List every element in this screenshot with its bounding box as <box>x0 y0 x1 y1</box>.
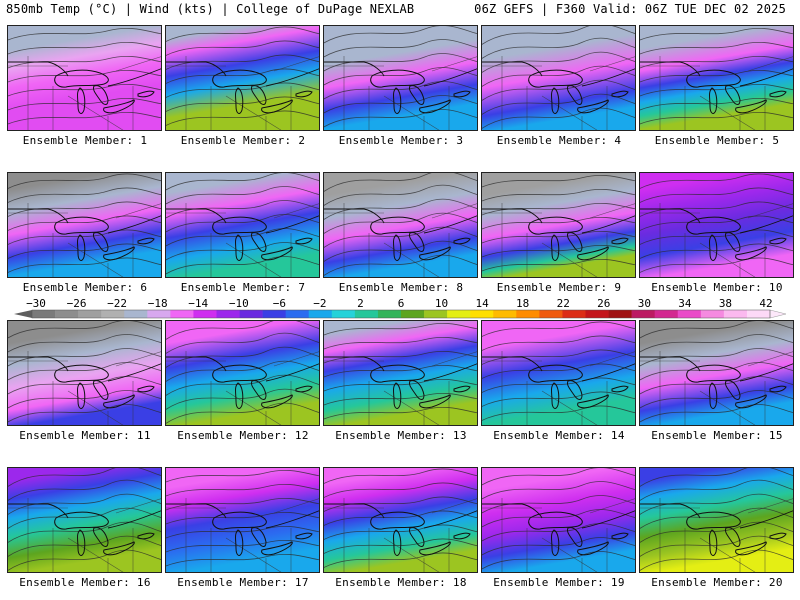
ensemble-panel-map <box>165 172 320 278</box>
colorbar-swatch <box>424 310 448 318</box>
colorbar-swatch <box>216 310 240 318</box>
colorbar-tick-label: 26 <box>597 297 610 310</box>
colorbar-swatch <box>124 310 148 318</box>
ensemble-member-label: Ensemble Member: 9 <box>496 281 622 294</box>
colorbar-swatch <box>746 310 771 318</box>
colorbar-swatch <box>654 310 679 318</box>
colorbar-tick-label: −26 <box>67 297 87 310</box>
ensemble-panel-map <box>165 467 320 573</box>
colorbar-tick-label: −30 <box>26 297 46 310</box>
colorbar-swatch <box>285 310 310 318</box>
colorbar-tick-label: 6 <box>398 297 405 310</box>
ensemble-member-label: Ensemble Member: 13 <box>335 429 467 442</box>
colorbar-swatch <box>354 310 379 318</box>
ensemble-member-label: Ensemble Member: 5 <box>654 134 780 147</box>
run-valid-time: 06Z GEFS | F360 Valid: 06Z TUE DEC 02 20… <box>474 2 786 16</box>
colorbar-swatch <box>608 310 632 318</box>
colorbar-swatch <box>516 310 540 318</box>
ensemble-member-label: Ensemble Member: 3 <box>338 134 464 147</box>
colorbar-swatch <box>193 310 217 318</box>
ensemble-member-label: Ensemble Member: 15 <box>651 429 783 442</box>
colorbar-swatch <box>493 310 517 318</box>
colorbar-tick-label: 18 <box>516 297 529 310</box>
ensemble-panel-map <box>165 25 320 131</box>
ensemble-member-label: Ensemble Member: 1 <box>22 134 148 147</box>
colorbar-swatch <box>539 310 563 318</box>
ensemble-panel-map <box>323 467 478 573</box>
ensemble-panel-map <box>323 172 478 278</box>
colorbar-swatch <box>677 310 702 318</box>
ensemble-panel-map <box>7 25 162 131</box>
ensemble-panel-map <box>7 467 162 573</box>
ensemble-panel-map <box>639 172 794 278</box>
ensemble-member-label: Ensemble Member: 16 <box>19 576 151 589</box>
colorbar-min-arrow <box>14 310 32 318</box>
ensemble-panel-map <box>481 320 636 426</box>
colorbar-swatch <box>401 310 425 318</box>
ensemble-panel-map <box>481 467 636 573</box>
colorbar-swatch <box>562 310 586 318</box>
colorbar-tick-label: −2 <box>313 297 326 310</box>
ensemble-member-label: Ensemble Member: 19 <box>493 576 625 589</box>
ensemble-panel-map <box>165 320 320 426</box>
ensemble-panel-map <box>323 25 478 131</box>
colorbar-swatch <box>101 310 125 318</box>
colorbar-swatch <box>631 310 655 318</box>
colorbar-tick-label: −22 <box>107 297 127 310</box>
colorbar-tick-label: 14 <box>475 297 489 310</box>
colorbar-swatch <box>331 310 356 318</box>
colorbar-swatch <box>239 310 263 318</box>
colorbar-tick-label: −14 <box>188 297 208 310</box>
colorbar-swatch <box>147 310 171 318</box>
ensemble-member-label: Ensemble Member: 2 <box>180 134 306 147</box>
ensemble-panel-map <box>7 320 162 426</box>
temperature-colorbar: −30 −26 −22 −18 −14 −10 −6 −2 2 6 10 14 18 22 26 30 34 38… <box>14 297 787 319</box>
colorbar-swatch <box>32 310 56 318</box>
ensemble-member-label: Ensemble Member: 18 <box>335 576 467 589</box>
chart-title: 850mb Temp (°C) | Wind (kts) | College o… <box>6 2 415 16</box>
ensemble-panel-map <box>639 467 794 573</box>
ensemble-panel-map <box>7 172 162 278</box>
colorbar-swatch <box>55 310 79 318</box>
colorbar-swatch <box>262 310 286 318</box>
ensemble-member-label: Ensemble Member: 10 <box>651 281 783 294</box>
colorbar-tick-label: 38 <box>719 297 732 310</box>
colorbar-swatch <box>170 310 194 318</box>
colorbar-tick-label: 2 <box>357 297 364 310</box>
colorbar-swatch <box>700 310 725 318</box>
colorbar-tick-label: 22 <box>557 297 570 310</box>
ensemble-member-label: Ensemble Member: 7 <box>180 281 306 294</box>
ensemble-member-label: Ensemble Member: 6 <box>22 281 148 294</box>
colorbar-swatch <box>377 310 402 318</box>
colorbar-swatch <box>447 310 471 318</box>
ensemble-member-label: Ensemble Member: 4 <box>496 134 622 147</box>
colorbar-swatch <box>78 310 102 318</box>
colorbar-max-arrow <box>769 309 787 319</box>
ensemble-member-label: Ensemble Member: 20 <box>651 576 783 589</box>
ensemble-panel-map <box>481 25 636 131</box>
colorbar-swatch <box>470 310 494 318</box>
ensemble-panel-map <box>639 320 794 426</box>
colorbar-tick-label: −10 <box>229 297 249 310</box>
colorbar-tick-label: −6 <box>273 297 286 310</box>
colorbar-swatch <box>585 310 609 318</box>
colorbar-tick-label: 42 <box>759 297 772 310</box>
ensemble-panel-map <box>323 320 478 426</box>
ensemble-panel-map <box>481 172 636 278</box>
colorbar-tick-label: −18 <box>148 297 168 310</box>
ensemble-member-label: Ensemble Member: 11 <box>19 429 151 442</box>
ensemble-member-label: Ensemble Member: 8 <box>338 281 464 294</box>
ensemble-member-label: Ensemble Member: 14 <box>493 429 625 442</box>
colorbar-tick-label: 10 <box>435 297 448 310</box>
ensemble-panel-map <box>639 25 794 131</box>
colorbar-swatch <box>723 310 748 318</box>
ensemble-member-label: Ensemble Member: 12 <box>177 429 309 442</box>
ensemble-member-label: Ensemble Member: 17 <box>177 576 309 589</box>
colorbar-tick-label: 30 <box>638 297 651 310</box>
colorbar-tick-label: 34 <box>678 297 692 310</box>
colorbar-swatch <box>308 310 333 318</box>
